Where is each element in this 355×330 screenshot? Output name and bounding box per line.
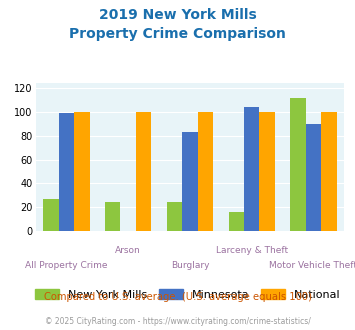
Text: All Property Crime: All Property Crime	[25, 261, 108, 270]
Bar	[321, 112, 337, 231]
Text: Motor Vehicle Theft: Motor Vehicle Theft	[269, 261, 355, 270]
Bar	[182, 132, 198, 231]
Bar	[198, 112, 213, 231]
Bar	[74, 112, 89, 231]
Bar	[105, 203, 120, 231]
Text: Burglary: Burglary	[171, 261, 209, 270]
Bar	[43, 199, 59, 231]
Bar	[136, 112, 151, 231]
Text: © 2025 CityRating.com - https://www.cityrating.com/crime-statistics/: © 2025 CityRating.com - https://www.city…	[45, 317, 310, 326]
Legend: New York Mills, Minnesota, National: New York Mills, Minnesota, National	[35, 288, 340, 300]
Bar	[59, 114, 74, 231]
Bar	[306, 124, 321, 231]
Text: Larceny & Theft: Larceny & Theft	[215, 246, 288, 255]
Text: Compared to U.S. average. (U.S. average equals 100): Compared to U.S. average. (U.S. average …	[44, 292, 311, 302]
Bar	[167, 203, 182, 231]
Text: Arson: Arson	[115, 246, 141, 255]
Text: 2019 New York Mills
Property Crime Comparison: 2019 New York Mills Property Crime Compa…	[69, 8, 286, 41]
Bar	[260, 112, 275, 231]
Bar	[244, 108, 260, 231]
Bar	[290, 98, 306, 231]
Bar	[229, 212, 244, 231]
